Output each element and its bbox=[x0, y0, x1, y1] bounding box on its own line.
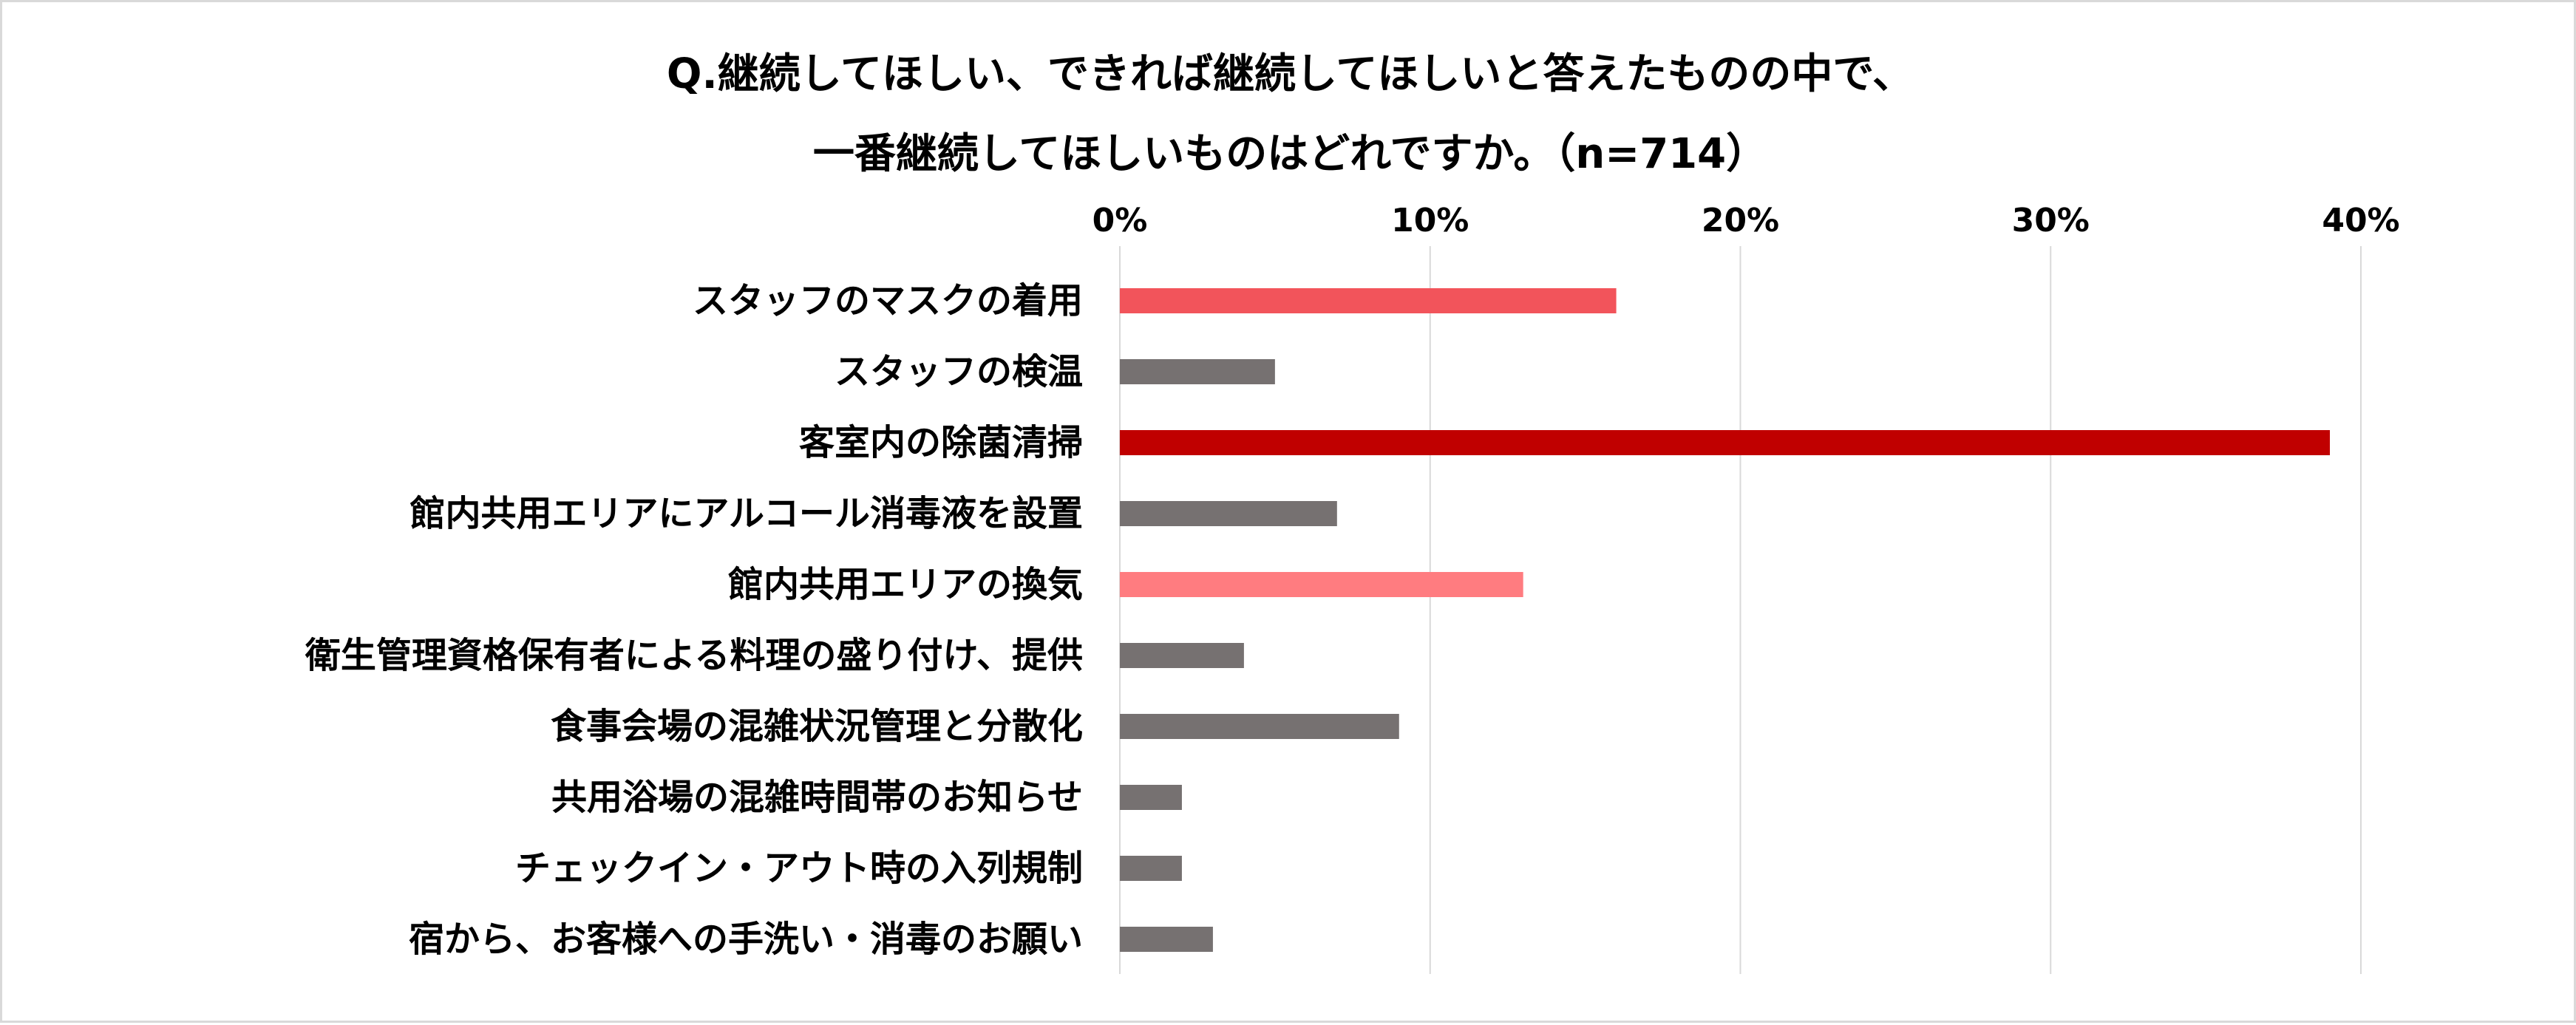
bar bbox=[1120, 430, 2331, 455]
chart-title-line-1: Q.継続してほしい、できれば継続してほしいと答えたものの中で、 bbox=[666, 50, 1914, 98]
bar bbox=[1120, 714, 1399, 739]
bar bbox=[1120, 785, 1182, 810]
bar bbox=[1120, 288, 1617, 313]
x-tick-label: 20% bbox=[1702, 202, 1779, 239]
category-label: 客室内の除菌清掃 bbox=[799, 422, 1083, 463]
bar bbox=[1120, 359, 1275, 384]
category-label: 館内共用エリアの換気 bbox=[728, 564, 1083, 605]
bar bbox=[1120, 572, 1523, 597]
x-tick-label: 40% bbox=[2322, 202, 2399, 239]
category-label: スタッフの検温 bbox=[835, 351, 1083, 392]
category-label: チェックイン・アウト時の入列規制 bbox=[515, 848, 1083, 889]
x-tick-label: 0% bbox=[1092, 202, 1148, 239]
chart-title-line-2: 一番継続してほしいものはどれですか。（n=714） bbox=[812, 130, 1768, 178]
category-label: 衛生管理資格保有者による料理の盛り付け、提供 bbox=[305, 635, 1083, 676]
bar bbox=[1120, 856, 1182, 881]
category-label: 宿から、お客様への手洗い・消毒のお願い bbox=[409, 919, 1083, 960]
category-label: スタッフのマスクの着用 bbox=[693, 280, 1083, 321]
x-tick-label: 10% bbox=[1391, 202, 1469, 239]
bar bbox=[1120, 501, 1337, 526]
bar bbox=[1120, 643, 1244, 668]
category-label: 食事会場の混雑状況管理と分散化 bbox=[551, 706, 1083, 747]
bar bbox=[1120, 927, 1213, 952]
category-label: 共用浴場の混雑時間帯のお知らせ bbox=[551, 777, 1083, 818]
category-label: 館内共用エリアにアルコール消毒液を設置 bbox=[409, 493, 1083, 534]
x-tick-label: 30% bbox=[2012, 202, 2090, 239]
